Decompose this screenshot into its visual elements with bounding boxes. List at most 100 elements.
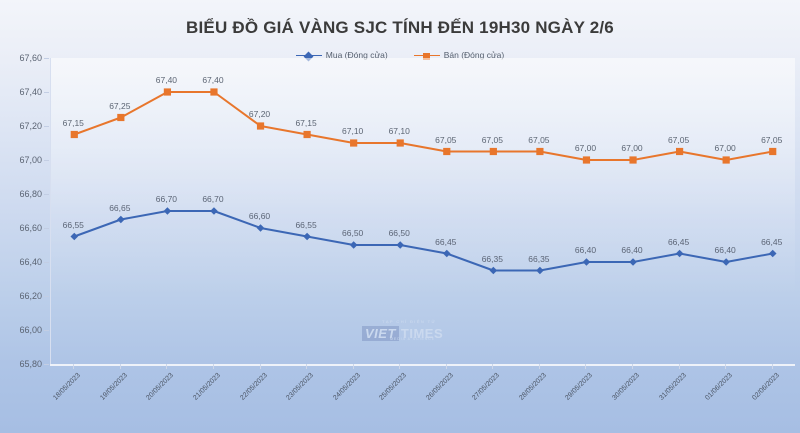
data-point-label: 67,15 bbox=[295, 117, 317, 128]
x-axis-tick-mark bbox=[771, 364, 773, 369]
series-line bbox=[73, 210, 773, 272]
x-axis-tick-label: 29/05/2023 bbox=[564, 372, 595, 402]
x-axis-tick-label: 25/05/2023 bbox=[378, 372, 409, 402]
data-point-marker[interactable] bbox=[163, 207, 172, 215]
data-point-marker[interactable] bbox=[350, 139, 358, 147]
data-point-marker[interactable] bbox=[117, 215, 125, 224]
data-point-marker[interactable] bbox=[396, 241, 405, 249]
x-axis-tick-label: 31/05/2023 bbox=[657, 372, 688, 402]
data-point-label: 67,05 bbox=[528, 134, 550, 145]
y-axis-tick-mark bbox=[44, 58, 49, 59]
data-point-label: 66,65 bbox=[109, 202, 131, 213]
data-point-label: 67,20 bbox=[248, 109, 271, 119]
y-axis-tick-mark bbox=[44, 126, 49, 127]
data-point-marker[interactable] bbox=[256, 122, 265, 130]
data-point-marker[interactable] bbox=[256, 224, 265, 232]
data-point-marker[interactable] bbox=[769, 147, 777, 156]
data-point-marker[interactable] bbox=[722, 156, 730, 164]
data-point-label: 67,05 bbox=[761, 134, 783, 145]
y-axis-tick-mark bbox=[44, 330, 49, 331]
data-point-label: 66,35 bbox=[528, 253, 550, 264]
x-axis-tick-label: 01/06/2023 bbox=[704, 372, 735, 402]
data-point-label: 66,40 bbox=[714, 245, 736, 255]
data-point-marker[interactable] bbox=[675, 249, 684, 258]
x-axis-tick-label: 26/05/2023 bbox=[424, 372, 455, 402]
data-point-marker[interactable] bbox=[629, 156, 637, 164]
data-point-label: 67,05 bbox=[435, 134, 457, 145]
data-point-marker[interactable] bbox=[70, 130, 78, 139]
data-point-marker[interactable] bbox=[629, 258, 637, 266]
x-axis-tick-label: 22/05/2023 bbox=[238, 372, 269, 402]
data-point-marker[interactable] bbox=[536, 266, 544, 275]
data-point-marker[interactable] bbox=[675, 147, 684, 156]
data-point-marker[interactable] bbox=[163, 88, 172, 96]
data-point-label: 66,50 bbox=[342, 228, 364, 238]
data-point-label: 66,60 bbox=[248, 211, 271, 221]
x-axis-tick-label: 28/05/2023 bbox=[518, 372, 548, 402]
x-axis-tick-label: 21/05/2023 bbox=[192, 372, 222, 402]
data-point-label: 67,10 bbox=[342, 126, 364, 136]
plot-area bbox=[50, 58, 795, 364]
series-line bbox=[73, 91, 773, 161]
data-point-marker[interactable] bbox=[210, 88, 218, 96]
data-point-label: 67,25 bbox=[109, 100, 131, 111]
data-point-marker[interactable] bbox=[536, 147, 544, 156]
x-axis-tick-mark bbox=[73, 364, 75, 369]
data-point-label: 66,45 bbox=[435, 236, 457, 247]
y-axis-tick-mark bbox=[44, 194, 49, 195]
data-point-marker[interactable] bbox=[489, 266, 498, 275]
y-axis-tick-label: 66,20 bbox=[19, 291, 42, 301]
y-axis-tick-mark bbox=[44, 262, 49, 263]
data-point-marker[interactable] bbox=[582, 258, 591, 266]
chart-title: BIỂU ĐỒ GIÁ VÀNG SJC TÍNH ĐẾN 19H30 NGÀY… bbox=[186, 18, 614, 37]
data-point-marker[interactable] bbox=[117, 113, 125, 122]
x-axis-tick-mark bbox=[306, 364, 308, 369]
y-axis-tick-label: 65,80 bbox=[19, 359, 42, 369]
data-point-marker[interactable] bbox=[349, 241, 358, 249]
y-axis: 65,80 66,00 66,20 66,40 66,60 66,80 67,00 67,20… bbox=[0, 53, 49, 369]
legend-label: Mua (Đóng cửa) bbox=[325, 50, 388, 60]
data-point-marker[interactable] bbox=[582, 156, 591, 164]
y-axis-tick-mark bbox=[44, 92, 49, 93]
data-point-marker[interactable] bbox=[722, 258, 730, 266]
y-axis-tick-mark bbox=[44, 364, 49, 365]
x-axis-tick-label: 23/05/2023 bbox=[285, 372, 316, 402]
chart-legend: Mua (Đóng cửa) Bán (Đóng cửa) bbox=[0, 50, 800, 61]
legend-item-mua[interactable]: Mua (Đóng cửa) bbox=[295, 50, 388, 61]
y-axis-tick-label: 67,00 bbox=[19, 155, 42, 165]
data-point-label: 67,00 bbox=[621, 143, 643, 153]
data-point-marker[interactable] bbox=[210, 207, 218, 215]
x-axis-line bbox=[50, 364, 795, 366]
x-axis-tick-label: 30/05/2023 bbox=[611, 372, 641, 402]
legend-item-ban[interactable]: Bán (Đóng cửa) bbox=[413, 50, 504, 60]
data-point-label: 66,50 bbox=[388, 228, 410, 238]
data-point-label: 66,70 bbox=[202, 194, 224, 204]
data-point-label: 66,45 bbox=[761, 236, 783, 247]
y-axis-tick-label: 66,40 bbox=[19, 257, 42, 267]
data-point-label: 67,40 bbox=[155, 75, 178, 85]
x-axis-tick-label: 19/05/2023 bbox=[99, 372, 129, 402]
data-point-label: 67,05 bbox=[667, 134, 690, 145]
legend-marker-icon bbox=[295, 50, 322, 61]
y-axis-tick-label: 67,40 bbox=[19, 87, 42, 97]
y-axis-tick-label: 67,60 bbox=[19, 53, 42, 63]
y-axis-tick-label: 67,20 bbox=[19, 121, 42, 131]
data-point-marker[interactable] bbox=[489, 147, 497, 156]
x-axis-tick-label: 18/05/2023 bbox=[52, 372, 83, 402]
data-point-marker[interactable] bbox=[443, 147, 451, 156]
data-point-marker[interactable] bbox=[303, 130, 311, 139]
x-axis-tick-mark bbox=[678, 364, 680, 369]
x-axis-tick-label: 24/05/2023 bbox=[331, 372, 362, 402]
data-point-marker[interactable] bbox=[768, 249, 777, 258]
x-axis-tick-mark bbox=[538, 364, 540, 369]
x-axis-tick-mark bbox=[585, 364, 587, 369]
data-point-marker[interactable] bbox=[442, 249, 451, 258]
data-point-marker[interactable] bbox=[303, 232, 311, 241]
data-point-marker[interactable] bbox=[396, 139, 404, 147]
y-axis-tick-mark bbox=[44, 228, 49, 229]
data-point-marker[interactable] bbox=[70, 232, 79, 241]
data-point-label: 67,15 bbox=[62, 117, 84, 128]
data-point-label: 66,45 bbox=[667, 236, 690, 247]
x-axis-tick-mark bbox=[259, 364, 261, 369]
